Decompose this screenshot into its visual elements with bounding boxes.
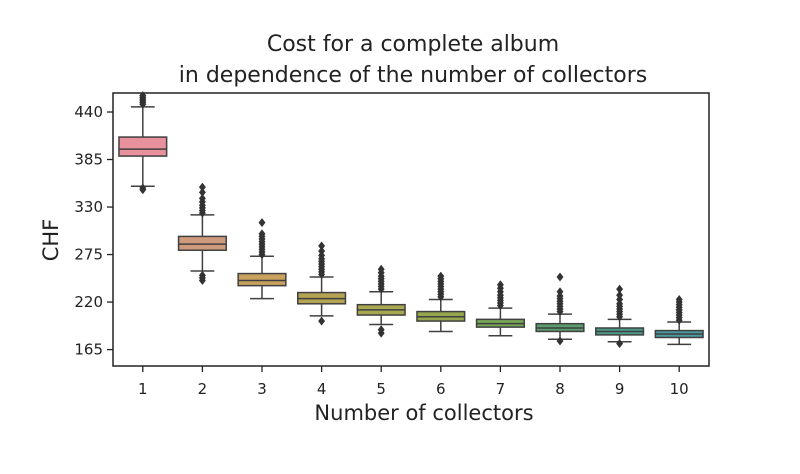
outlier-point (258, 218, 266, 228)
y-tick-label: 440 (74, 103, 103, 121)
outlier-point (616, 290, 624, 300)
x-tick-label: 6 (436, 380, 446, 398)
y-tick-label: 165 (74, 341, 103, 359)
box-4 (297, 241, 347, 326)
x-tick-label: 7 (496, 380, 506, 398)
outlier-point (318, 241, 326, 251)
x-axis-label: Number of collectors (314, 401, 533, 425)
box-3 (237, 218, 287, 300)
x-tick-label: 2 (198, 380, 208, 398)
box-8 (535, 272, 585, 346)
box-2 (177, 182, 227, 286)
chart-title-line-2: in dependence of the number of collector… (179, 63, 647, 88)
outlier-point (198, 193, 206, 203)
box-9 (595, 284, 645, 349)
box-iqr (118, 136, 168, 157)
outlier-point (377, 264, 385, 274)
outlier-point (198, 270, 206, 280)
x-tick-label: 8 (555, 380, 565, 398)
y-tick-label: 330 (74, 198, 103, 216)
outlier-point (377, 325, 385, 335)
y-tick-label: 220 (74, 293, 103, 311)
box-1 (118, 91, 168, 195)
outlier-point (318, 316, 326, 326)
box-6 (416, 271, 466, 333)
y-tick-label: 275 (74, 246, 103, 264)
outlier-point (198, 187, 206, 197)
outlier-point (258, 229, 266, 239)
x-tick-label: 5 (376, 380, 386, 398)
box-iqr (237, 272, 287, 287)
outlier-point (318, 246, 326, 256)
chart-title-line-1: Cost for a complete album (267, 32, 559, 57)
outlier-point (616, 338, 624, 349)
box-iqr (177, 235, 227, 251)
y-axis-label: CHF (39, 219, 63, 262)
outlier-point (437, 271, 445, 281)
box-10 (654, 294, 704, 346)
x-axis: 1 2 3 4 5 6 7 8 9 10 (138, 366, 689, 398)
outlier-point (198, 182, 206, 192)
box-5 (356, 264, 406, 338)
outlier-point (556, 336, 564, 346)
outlier-point (139, 91, 147, 101)
x-tick-label: 4 (317, 380, 327, 398)
x-tick-label: 3 (257, 380, 267, 398)
x-tick-label: 1 (138, 380, 148, 398)
x-tick-label: 10 (670, 380, 689, 398)
y-tick-label: 385 (74, 151, 103, 169)
plot-frame (112, 92, 710, 367)
outlier-point (616, 284, 624, 294)
outlier-point (675, 294, 683, 305)
box-series (118, 91, 704, 349)
outlier-point (556, 287, 564, 297)
y-axis: 165 220 275 330 385 440 (74, 103, 113, 359)
outlier-point (496, 280, 504, 290)
outlier-point (139, 183, 147, 193)
box-7 (475, 280, 525, 337)
x-tick-label: 9 (615, 380, 625, 398)
outlier-point (556, 272, 564, 282)
